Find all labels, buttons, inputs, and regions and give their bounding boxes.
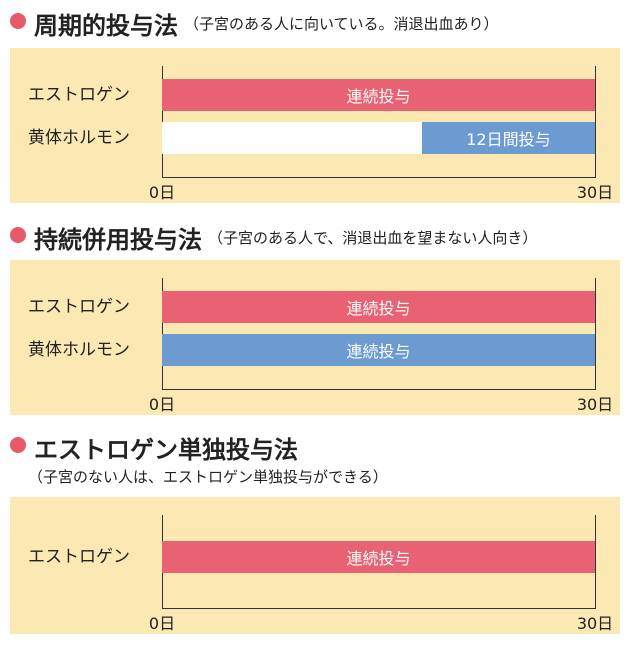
bar-lane: 連続投与 (162, 334, 595, 366)
bar-label: 連続投与 (346, 87, 411, 106)
bar-estrogen: 連続投与 (162, 541, 595, 573)
schedule-panel: エストロゲン 連続投与 0日 30日 (10, 497, 620, 634)
row-label-estrogen: エストロゲン (28, 85, 130, 105)
bullet-dot-icon (10, 436, 26, 453)
section-heading: 持続併用投与法 （子宮のある人で、消退出血を望まない人向き） (10, 220, 537, 255)
row-label-estrogen: エストロゲン (28, 547, 130, 567)
tick-end: 30日 (576, 395, 614, 414)
tick-end: 30日 (576, 183, 614, 202)
axis-baseline (162, 177, 596, 178)
axis-end-line (595, 515, 596, 609)
bullet-dot-icon (10, 12, 26, 29)
bar-estrogen: 連続投与 (162, 291, 595, 323)
tick-start: 0日 (148, 395, 176, 414)
section-heading: エストロゲン単独投与法 (10, 430, 298, 465)
bar-lane: 連続投与 (162, 541, 595, 573)
tick-start: 0日 (148, 183, 176, 202)
bar-progestin: 連続投与 (162, 334, 595, 366)
axis-end-line (595, 278, 596, 390)
section-note: （子宮のない人は、エストロゲン単独投与ができる） (28, 468, 388, 486)
bullet-dot-icon (10, 226, 26, 243)
bar-lane: 連続投与 (162, 291, 595, 323)
section-title: 周期的投与法 (34, 12, 178, 40)
bar-label: 12日間投与 (466, 130, 551, 149)
bar-label: 連続投与 (346, 549, 411, 568)
bar-label: 連続投与 (346, 342, 411, 361)
row-label-progestin: 黄体ホルモン (28, 340, 130, 360)
section-note: （子宮のある人で、消退出血を望まない人向き） (208, 229, 538, 247)
bar-lane: 連続投与 (162, 79, 595, 111)
section-title: 持続併用投与法 (34, 226, 202, 254)
row-label-estrogen: エストロゲン (28, 297, 130, 317)
schedule-panel: エストロゲン 連続投与 黄体ホルモン 連続投与 0日 30日 (10, 260, 620, 415)
bar-progestin: 12日間投与 (421, 122, 595, 154)
axis-baseline (162, 608, 596, 609)
section-note: （子宮のある人に向いている。消退出血あり） (184, 15, 499, 33)
row-label-progestin: 黄体ホルモン (28, 128, 130, 148)
schedule-panel: エストロゲン 連続投与 黄体ホルモン 12日間投与 0日 30日 (10, 48, 620, 203)
section-title: エストロゲン単独投与法 (34, 436, 298, 464)
tick-end: 30日 (576, 614, 614, 633)
tick-start: 0日 (148, 614, 176, 633)
bar-estrogen: 連続投与 (162, 79, 595, 111)
axis-baseline (162, 389, 596, 390)
bar-lane: 12日間投与 (162, 122, 595, 154)
section-heading: 周期的投与法 （子宮のある人に向いている。消退出血あり） (10, 6, 499, 41)
axis-end-line (595, 66, 596, 178)
bar-label: 連続投与 (346, 299, 411, 318)
